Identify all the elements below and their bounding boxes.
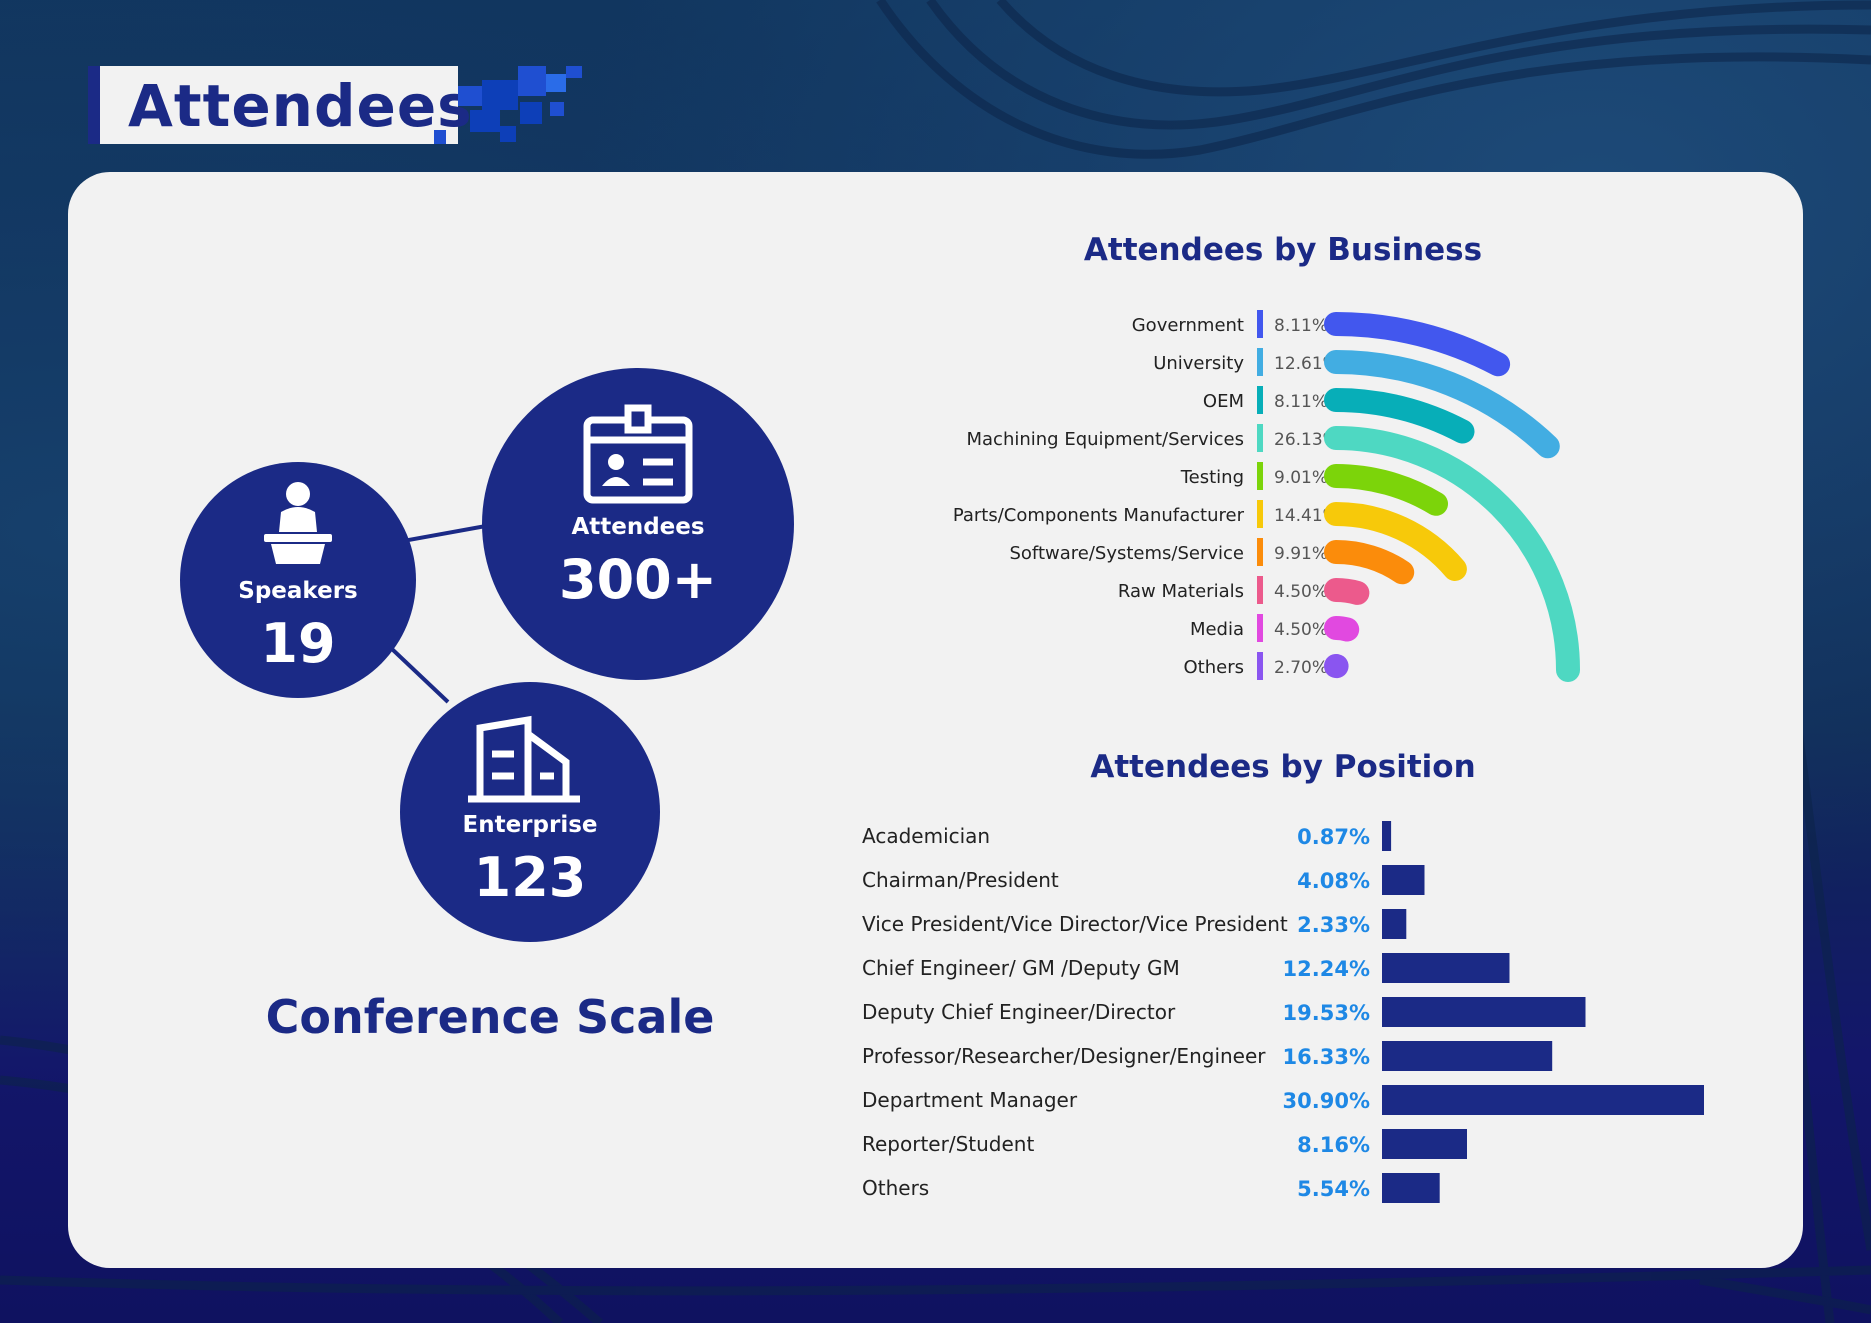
position-value-label: 5.54%: [1297, 1177, 1370, 1201]
business-color-marker: [1257, 652, 1263, 680]
position-chart-title: Attendees by Position: [1090, 749, 1476, 785]
speakers-value: 19: [260, 612, 336, 675]
business-color-marker: [1257, 500, 1263, 528]
position-value-label: 30.90%: [1283, 1089, 1370, 1113]
position-category-label: Chairman/President: [862, 868, 1059, 892]
business-value-label: 14.41%: [1274, 506, 1339, 526]
business-value-label: 26.13%: [1274, 430, 1339, 450]
business-arc: [1324, 312, 1511, 377]
position-bar: [1382, 1085, 1704, 1115]
business-category-label: Machining Equipment/Services: [966, 429, 1244, 450]
business-radial-bar-chart: Government 8.11% University 12.61% OEM 8.11% M…: [953, 310, 1580, 682]
business-color-marker: [1257, 386, 1263, 414]
business-color-marker: [1257, 424, 1263, 452]
business-value-label: 4.50%: [1274, 582, 1328, 602]
business-color-marker: [1257, 310, 1263, 338]
business-category-label: OEM: [1203, 391, 1244, 412]
business-arc: [1324, 350, 1560, 459]
business-category-label: Parts/Components Manufacturer: [953, 505, 1245, 526]
position-value-label: 8.16%: [1297, 1133, 1370, 1157]
building-icon: [468, 715, 580, 803]
enterprise-circle: [400, 682, 660, 942]
business-color-marker: [1257, 576, 1263, 604]
conference-scale-graphic: [180, 368, 794, 942]
business-category-label: Testing: [1180, 467, 1244, 488]
position-bar: [1382, 909, 1407, 939]
position-bar: [1382, 997, 1586, 1027]
position-bar: [1382, 865, 1425, 895]
business-category-label: Government: [1132, 315, 1244, 336]
business-arc: [1324, 615, 1360, 642]
position-bar: [1382, 1129, 1467, 1159]
page-title-bar: [88, 66, 458, 144]
position-value-label: 0.87%: [1297, 825, 1370, 849]
position-category-label: Academician: [862, 824, 990, 848]
business-category-label: Others: [1184, 657, 1245, 678]
business-value-label: 8.11%: [1274, 392, 1328, 412]
business-value-label: 4.50%: [1274, 620, 1328, 640]
business-category-label: University: [1153, 353, 1244, 374]
business-color-marker: [1257, 614, 1263, 642]
business-value-label: 2.70%: [1274, 658, 1328, 678]
speaker-icon: [264, 482, 332, 564]
business-arc: [1324, 388, 1475, 444]
position-bar: [1382, 821, 1392, 851]
position-category-label: Others: [862, 1176, 929, 1200]
business-value-label: 9.01%: [1274, 468, 1328, 488]
business-category-label: Raw Materials: [1118, 581, 1244, 602]
conference-scale-title: Conference Scale: [265, 990, 715, 1044]
business-value-label: 8.11%: [1274, 316, 1328, 336]
position-category-label: Department Manager: [862, 1088, 1078, 1112]
position-category-label: Reporter/Student: [862, 1132, 1034, 1156]
id-badge-person-icon: [602, 454, 630, 486]
position-value-label: 16.33%: [1283, 1045, 1370, 1069]
pixel-decoration: [434, 66, 582, 144]
business-arc: [1324, 502, 1467, 581]
attendees-circle: [482, 368, 794, 680]
business-arc: [1324, 577, 1370, 605]
speakers-label: Speakers: [238, 578, 358, 604]
position-bar: [1382, 1173, 1440, 1203]
position-bar: [1382, 953, 1510, 983]
position-value-label: 19.53%: [1283, 1001, 1370, 1025]
id-badge-icon: [583, 404, 693, 504]
position-category-label: Deputy Chief Engineer/Director: [862, 1000, 1176, 1024]
business-arc: [1324, 540, 1415, 585]
enterprise-label: Enterprise: [462, 812, 598, 838]
position-value-label: 2.33%: [1297, 913, 1370, 937]
attendees-label: Attendees: [571, 514, 705, 540]
enterprise-value: 123: [473, 846, 587, 909]
position-category-label: Professor/Researcher/Designer/Engineer: [862, 1044, 1266, 1068]
attendees-value: 300+: [559, 548, 717, 611]
position-category-label: Chief Engineer/ GM /Deputy GM: [862, 956, 1180, 980]
position-category-label: Vice President/Vice Director/Vice Presid…: [862, 912, 1288, 936]
business-chart-title: Attendees by Business: [1083, 232, 1483, 268]
business-color-marker: [1257, 538, 1263, 566]
position-value-label: 12.24%: [1283, 957, 1370, 981]
business-arc: [1324, 464, 1448, 516]
page-title: Attendees: [128, 72, 473, 140]
business-color-marker: [1257, 462, 1263, 490]
business-category-label: Media: [1190, 619, 1244, 640]
business-value-label: 9.91%: [1274, 544, 1328, 564]
business-color-marker: [1257, 348, 1263, 376]
position-value-label: 4.08%: [1297, 869, 1370, 893]
speakers-circle: [180, 462, 416, 698]
business-category-label: Software/Systems/Service: [1009, 543, 1244, 564]
position-bar-chart: Academician 0.87% Chairman/President 4.08% V…: [862, 821, 1704, 1203]
position-bar: [1382, 1041, 1553, 1071]
business-arc: [1324, 426, 1580, 682]
business-value-label: 12.61%: [1274, 354, 1339, 374]
